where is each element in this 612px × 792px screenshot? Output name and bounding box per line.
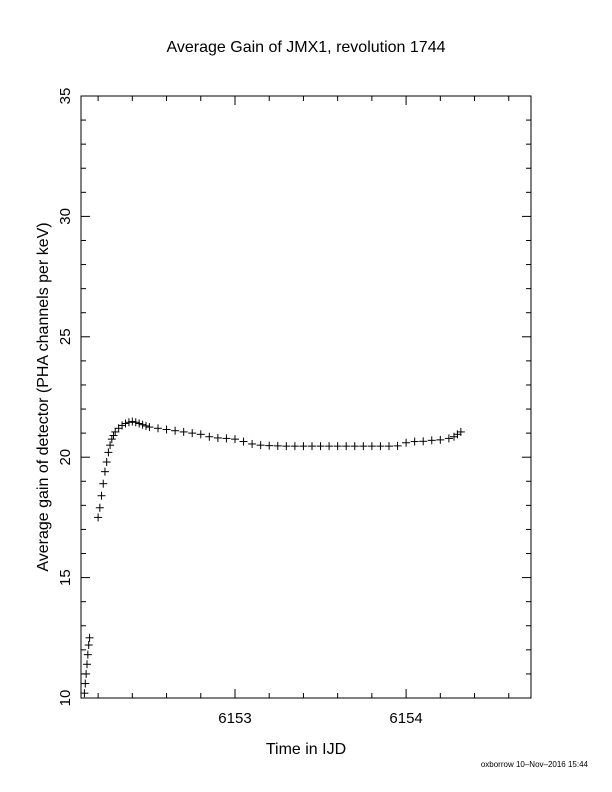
data-point <box>188 429 197 438</box>
data-point <box>256 441 265 450</box>
data-point <box>333 442 342 451</box>
data-point <box>111 427 120 436</box>
data-point <box>107 435 116 444</box>
data-point <box>142 421 151 430</box>
chart-title: Average Gain of JMX1, revolution 1744 <box>167 39 446 56</box>
data-point <box>402 438 411 447</box>
data-point <box>124 418 133 427</box>
y-tick-label: 20 <box>57 449 74 466</box>
footer-note: oxborrow 10–Nov–2016 15:44 <box>481 760 589 769</box>
data-point <box>106 441 115 450</box>
data-point <box>419 437 428 446</box>
data-point <box>456 427 465 436</box>
data-point <box>80 689 89 698</box>
data-point <box>81 679 90 688</box>
y-tick-label: 10 <box>57 690 74 707</box>
data-point <box>84 641 93 650</box>
data-point <box>273 441 282 450</box>
data-point <box>367 442 376 451</box>
y-tick-label: 30 <box>57 208 74 225</box>
data-point <box>213 433 222 442</box>
data-point <box>102 458 111 467</box>
data-point <box>444 434 453 443</box>
x-axis-label: Time in IJD <box>266 741 346 758</box>
data-point <box>393 441 402 450</box>
data-point <box>239 437 248 446</box>
data-point <box>104 448 113 457</box>
data-point <box>196 430 205 439</box>
data-point <box>171 426 180 435</box>
data-point <box>299 442 308 451</box>
data-point <box>138 420 147 429</box>
data-point <box>265 441 274 450</box>
data-point <box>97 491 106 500</box>
y-tick-label: 15 <box>57 569 74 586</box>
data-point <box>118 421 127 430</box>
data-point <box>376 442 385 451</box>
data-point <box>282 442 291 451</box>
data-point <box>230 435 239 444</box>
data-point <box>135 419 144 428</box>
data-point <box>82 669 91 678</box>
data-point <box>145 423 154 432</box>
data-point <box>384 442 393 451</box>
plot-frame <box>80 95 532 699</box>
data-point <box>427 436 436 445</box>
data-point <box>94 513 103 522</box>
data-point <box>222 434 231 443</box>
data-point <box>99 479 108 488</box>
x-tick-label: 6153 <box>218 710 251 727</box>
data-point <box>410 437 419 446</box>
data-point <box>307 442 316 451</box>
data-point <box>248 439 257 448</box>
data-point <box>179 427 188 436</box>
data-point <box>131 418 140 427</box>
x-tick-label: 6154 <box>389 710 422 727</box>
data-point <box>316 442 325 451</box>
data-point <box>109 431 118 440</box>
data-point <box>82 660 91 669</box>
data-point <box>342 442 351 451</box>
data-point <box>85 633 94 642</box>
axes-layer: 10 15 20 25 30 35 6153 6154 <box>57 88 531 727</box>
data-point <box>83 650 92 659</box>
data-point <box>350 442 359 451</box>
y-tick-label: 35 <box>57 88 74 105</box>
data-point <box>121 419 130 428</box>
data-point <box>205 432 214 441</box>
data-point <box>359 442 368 451</box>
data-point <box>436 435 445 444</box>
data-point <box>162 425 171 434</box>
data-point <box>128 417 137 426</box>
data-point <box>100 467 109 476</box>
data-point <box>290 442 299 451</box>
data-point <box>95 503 104 512</box>
y-axis-label: Average gain of detector (PHA channels p… <box>35 222 52 571</box>
data-point <box>325 442 334 451</box>
data-point <box>153 424 162 433</box>
y-tick-label: 25 <box>57 328 74 345</box>
data-points <box>80 417 465 698</box>
